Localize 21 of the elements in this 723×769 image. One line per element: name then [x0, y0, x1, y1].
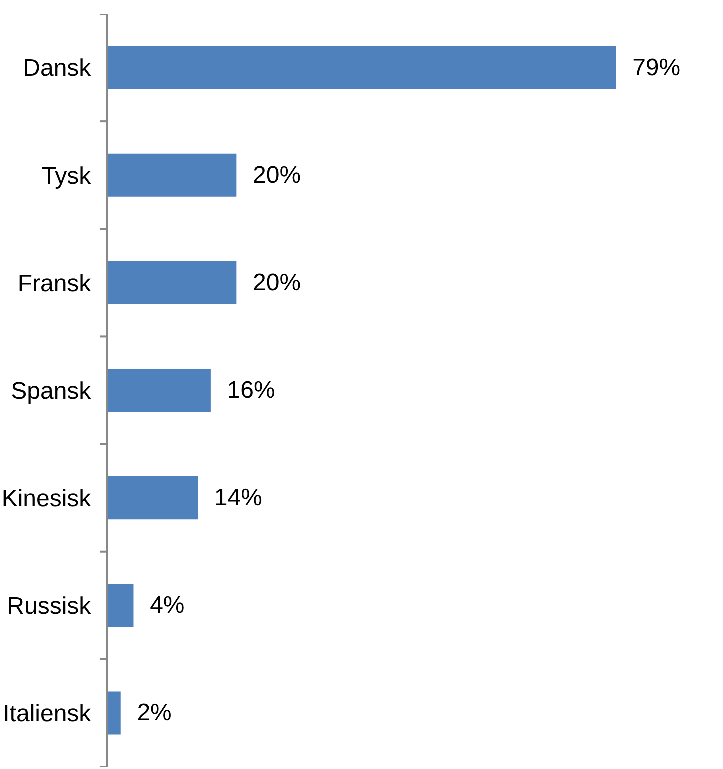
data-label: 20% — [240, 269, 302, 296]
data-label: 79% — [619, 54, 681, 82]
bar — [108, 368, 211, 412]
data-label: 20% — [240, 162, 302, 189]
y-tick-label: Russisk — [7, 593, 92, 620]
bar — [108, 154, 237, 197]
y-tick-label: Dansk — [23, 55, 92, 82]
y-tick-label: Fransk — [18, 270, 92, 298]
y-tick-label: Italiensk — [3, 700, 92, 728]
y-tick-label: Tysk — [42, 162, 92, 190]
bar — [108, 476, 198, 520]
bar — [108, 692, 121, 735]
data-label: 14% — [201, 484, 262, 512]
bar — [108, 584, 134, 628]
data-label: 2% — [124, 700, 172, 727]
data-label: 4% — [136, 592, 185, 620]
y-tick-label: Kinesisk — [2, 485, 92, 512]
data-label: 16% — [214, 377, 276, 404]
bar — [108, 46, 616, 90]
bar — [108, 261, 237, 304]
y-tick-label: Spansk — [11, 378, 92, 405]
